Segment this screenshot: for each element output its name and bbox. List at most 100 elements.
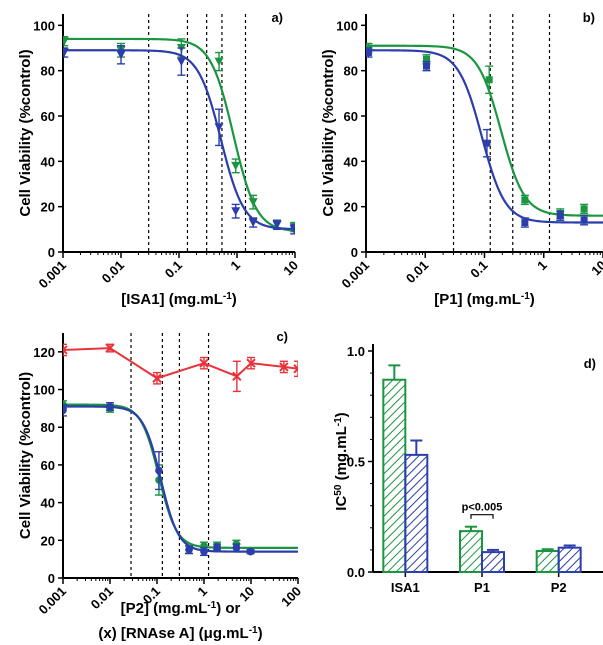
y-tick-label: 40 [41, 496, 55, 511]
blue-data-point [214, 123, 224, 132]
blue-data-point [556, 212, 564, 220]
blue-bar [404, 453, 429, 573]
x-tick-label: 0.01 [88, 584, 117, 613]
x-tick-label: 0.01 [99, 258, 128, 287]
plot-area [366, 42, 603, 228]
y-tick-label: 20 [344, 200, 358, 215]
y-tick-label: 80 [344, 64, 358, 79]
category-label: P1 [474, 580, 490, 595]
blue-data-point [483, 139, 491, 147]
significance-bracket [470, 514, 494, 519]
y-tick-label: 1.0 [347, 344, 365, 359]
panel-b: 0 20 40 60 80 100 0.001 0.01 0.1 1 10 b) Cell Viabil… [320, 10, 603, 308]
blue-data-point [63, 48, 69, 58]
y-tick-label: 0.0 [347, 565, 365, 580]
x-axis-label-2: (x) [RNAse A] (μg.mL-1) [98, 625, 262, 643]
panel-label: d) [584, 356, 596, 371]
red-data-point [293, 364, 298, 374]
panel-d: 0.0 0.5 1.0 d) IC50 (mg.mL-1) ISA1 P1 p<0.005 P2 [333, 344, 603, 595]
red-data-point [152, 373, 162, 383]
category-label: P2 [551, 580, 567, 595]
blue-fit-curve [366, 49, 603, 224]
blue-data-point [176, 57, 186, 67]
green-fit-curve [63, 37, 295, 232]
y-tick-label: 0 [351, 245, 358, 260]
y-tick-label: 120 [33, 345, 55, 360]
y-tick-label: 20 [41, 533, 55, 548]
x-tick-label: 10 [280, 258, 301, 279]
blue-data-point [246, 547, 255, 556]
y-tick-label: 0.5 [347, 455, 365, 470]
category-label: ISA1 [391, 580, 420, 595]
green-fit-curve [63, 403, 298, 549]
y-axis-label: Cell Viability (%control) [320, 49, 337, 216]
blue-data-point [185, 545, 193, 554]
x-tick-label: 10 [588, 258, 603, 279]
red-data-point [105, 343, 115, 353]
blue-fit-curve [63, 405, 298, 553]
y-tick-label: 60 [41, 109, 55, 124]
x-tick-label: 1 [534, 258, 550, 274]
blue-fit-curve [63, 49, 295, 231]
blue-data-point [200, 547, 208, 556]
blue-data-point [63, 406, 67, 415]
red-data-point [63, 345, 68, 355]
blue-bar [481, 551, 505, 573]
x-tick-label: 0.001 [339, 258, 373, 292]
blue-data-point [155, 466, 163, 475]
red-data-point [199, 358, 209, 368]
green-bar [382, 378, 407, 574]
green-data-point [521, 196, 529, 204]
x-axis-label: [ISA1] (mg.mL-1) [121, 291, 237, 309]
green-bar [459, 530, 483, 573]
blue-data-point [106, 402, 114, 411]
y-tick-label: 100 [336, 18, 358, 33]
x-tick-label: 0.001 [36, 258, 70, 292]
x-tick-label: 1 [194, 584, 210, 600]
x-tick-label: 1 [227, 258, 243, 274]
blue-data-point [232, 544, 241, 552]
blue-data-point [521, 219, 529, 227]
blue-data-point [366, 49, 372, 57]
blue-data-point [272, 220, 282, 230]
x-tick-label: 100 [278, 584, 304, 610]
red-connect-line [63, 347, 298, 380]
y-tick-label: 80 [41, 420, 55, 435]
green-fit-curve [366, 44, 603, 217]
blue-data-point [231, 207, 241, 216]
green-data-point [214, 57, 224, 67]
x-axis-label: [P1] (mg.mL-1) [434, 291, 535, 309]
green-data-point [485, 76, 493, 84]
x-tick-label: 0.01 [403, 258, 432, 287]
y-tick-label: 40 [344, 154, 358, 169]
blue-data-point [213, 544, 221, 552]
red-data-point [232, 371, 242, 382]
plot-area [63, 35, 295, 235]
red-data-point [279, 362, 289, 372]
red-data-point [246, 358, 256, 368]
y-tick-label: 60 [41, 458, 55, 473]
x-tick-label: 0.001 [36, 584, 70, 618]
significance-label: p<0.005 [462, 502, 503, 514]
blue-data-point [423, 62, 431, 70]
x-tick-label: 0.1 [162, 258, 185, 281]
y-tick-label: 0 [48, 571, 55, 586]
green-data-point [248, 198, 258, 207]
plot-area [63, 343, 298, 557]
green-data-point [63, 37, 69, 46]
panel-label: a) [271, 10, 283, 25]
blue-data-point [289, 225, 295, 234]
y-axis-label: IC50 (mg.mL-1) [333, 412, 351, 510]
panel-a: 0 20 40 60 80 100 0.001 0.01 0.1 1 10 a) Cell Viabil… [17, 10, 301, 308]
blue-bar [557, 546, 582, 574]
blue-data-point [116, 50, 126, 60]
green-data-point [423, 55, 431, 63]
y-axis-label: Cell Viability (%control) [17, 49, 34, 216]
y-tick-label: 40 [41, 154, 55, 169]
y-tick-label: 100 [33, 18, 55, 33]
panel-label: c) [276, 329, 288, 344]
y-axis-label: Cell Viability (%control) [17, 372, 34, 539]
green-data-point [580, 205, 588, 213]
y-tick-label: 60 [344, 109, 358, 124]
